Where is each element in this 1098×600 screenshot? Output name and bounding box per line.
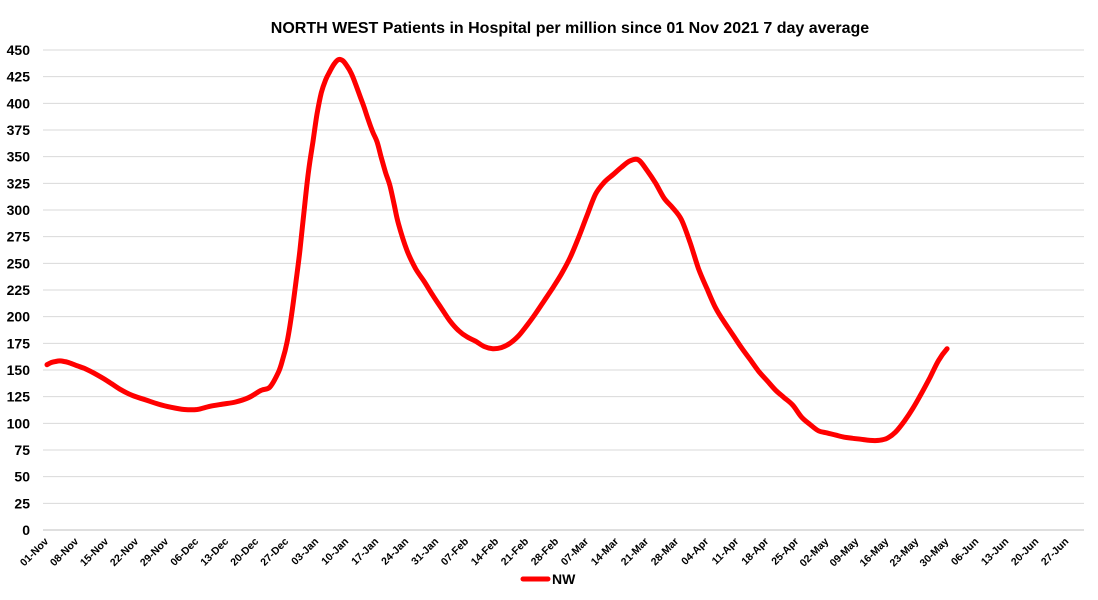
x-tick-label: 27-Dec bbox=[258, 536, 291, 569]
x-tick-label: 06-Dec bbox=[168, 536, 201, 569]
x-tick-label: 27-Jun bbox=[1039, 536, 1071, 568]
y-tick-label: 375 bbox=[7, 122, 31, 138]
x-tick-label: 21-Mar bbox=[619, 536, 651, 568]
y-tick-label: 450 bbox=[7, 42, 31, 58]
x-tick-label: 23-May bbox=[888, 536, 922, 570]
x-tick-label: 07-Feb bbox=[439, 536, 471, 568]
y-tick-label: 400 bbox=[7, 95, 31, 111]
x-tick-label: 01-Nov bbox=[18, 536, 51, 569]
y-tick-label: 100 bbox=[7, 415, 31, 431]
legend: NW bbox=[520, 571, 576, 587]
y-tick-label: 275 bbox=[7, 229, 31, 245]
x-tick-label: 31-Jan bbox=[409, 536, 441, 568]
series-line-nw bbox=[44, 56, 950, 444]
x-tick-label: 28-Mar bbox=[649, 536, 681, 568]
x-tick-label: 21-Feb bbox=[499, 536, 531, 568]
x-tick-label: 18-Apr bbox=[739, 536, 771, 568]
x-tick-label: 07-Mar bbox=[559, 536, 591, 568]
x-tick-label: 03-Jan bbox=[289, 536, 321, 568]
chart-title: NORTH WEST Patients in Hospital per mill… bbox=[271, 20, 870, 37]
y-axis-tick-labels: 0 25 50 75 100 125 150 175 200 225 250 275 300 325 350… bbox=[7, 42, 31, 538]
x-tick-label: 13-Dec bbox=[198, 536, 231, 569]
y-tick-label: 75 bbox=[14, 442, 30, 458]
x-tick-label: 13-Jun bbox=[979, 536, 1011, 568]
x-tick-label: 02-May bbox=[798, 536, 832, 570]
x-tick-label: 24-Jan bbox=[379, 536, 411, 568]
y-tick-label: 300 bbox=[7, 202, 31, 218]
legend-label-nw: NW bbox=[552, 571, 576, 587]
y-tick-label: 150 bbox=[7, 362, 31, 378]
x-tick-label: 04-Apr bbox=[679, 536, 711, 568]
x-tick-label: 17-Jan bbox=[349, 536, 381, 568]
x-tick-label: 20-Dec bbox=[228, 536, 261, 569]
x-tick-label: 28-Feb bbox=[529, 536, 561, 568]
gridlines bbox=[43, 49, 1084, 504]
y-tick-label: 350 bbox=[7, 149, 31, 165]
x-tick-label: 06-Jun bbox=[949, 536, 981, 568]
x-tick-label: 08-Nov bbox=[48, 536, 81, 569]
y-tick-label: 50 bbox=[14, 469, 30, 485]
y-tick-label: 25 bbox=[14, 495, 30, 511]
x-tick-label: 14-Feb bbox=[469, 536, 501, 568]
y-tick-label: 175 bbox=[7, 335, 31, 351]
y-tick-label: 0 bbox=[22, 522, 30, 538]
y-tick-label: 225 bbox=[7, 282, 31, 298]
y-tick-label: 425 bbox=[7, 69, 31, 85]
y-tick-label: 125 bbox=[7, 389, 31, 405]
x-tick-label: 15-Nov bbox=[78, 536, 111, 569]
x-tick-label: 29-Nov bbox=[138, 536, 171, 569]
x-tick-label: 22-Nov bbox=[108, 536, 141, 569]
x-tick-label: 25-Apr bbox=[769, 536, 801, 568]
y-tick-label: 250 bbox=[7, 255, 31, 271]
x-tick-label: 14-Mar bbox=[589, 536, 621, 568]
x-axis-tick-labels: 01-Nov08-Nov15-Nov22-Nov29-Nov06-Dec13-D… bbox=[18, 536, 1071, 570]
x-tick-label: 09-May bbox=[828, 536, 862, 570]
y-tick-label: 200 bbox=[7, 309, 31, 325]
x-tick-label: 30-May bbox=[918, 536, 952, 570]
x-tick-label: 16-May bbox=[858, 536, 892, 570]
x-tick-label: 11-Apr bbox=[710, 536, 742, 568]
x-tick-label: 20-Jun bbox=[1009, 536, 1041, 568]
x-tick-label: 10-Jan bbox=[319, 536, 351, 568]
y-tick-label: 325 bbox=[7, 175, 31, 191]
